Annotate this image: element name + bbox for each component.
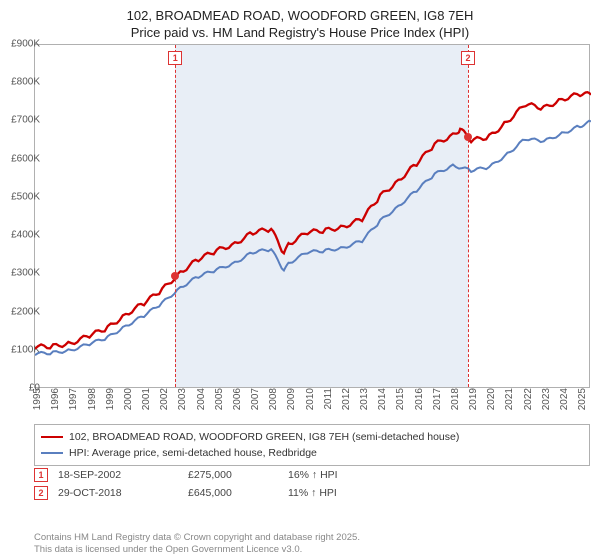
xtick-label: 2011 [323, 388, 334, 418]
xtick-label: 2025 [577, 388, 588, 418]
sale-row-2: 2 29-OCT-2018 £645,000 11% ↑ HPI [34, 484, 590, 502]
xtick-label: 1998 [87, 388, 98, 418]
xtick-label: 2003 [177, 388, 188, 418]
sale-marker-1: 1 [34, 468, 48, 482]
xtick-label: 2004 [196, 388, 207, 418]
xtick-label: 2007 [250, 388, 261, 418]
sale-dot-2 [464, 133, 472, 141]
sale-vline-2 [468, 45, 469, 387]
xtick-label: 2001 [141, 388, 152, 418]
legend-label-hpi: HPI: Average price, semi-detached house,… [69, 447, 317, 459]
xtick-label: 1996 [50, 388, 61, 418]
xtick-label: 2006 [232, 388, 243, 418]
xtick-label: 2018 [450, 388, 461, 418]
legend-swatch-price [41, 436, 63, 438]
xtick-label: 2023 [541, 388, 552, 418]
xtick-label: 1999 [105, 388, 116, 418]
xtick-label: 2000 [123, 388, 134, 418]
sale-date-1: 18-SEP-2002 [58, 469, 178, 481]
title-block: 102, BROADMEAD ROAD, WOODFORD GREEN, IG8… [6, 8, 594, 42]
xtick-label: 2017 [432, 388, 443, 418]
xtick-label: 2008 [268, 388, 279, 418]
sale-price-2: £645,000 [188, 487, 278, 499]
sale-marker-box-2: 2 [461, 51, 475, 65]
xtick-label: 2005 [214, 388, 225, 418]
sales-table: 1 18-SEP-2002 £275,000 16% ↑ HPI 2 29-OC… [34, 466, 590, 502]
series-price [35, 92, 591, 349]
xtick-label: 2012 [341, 388, 352, 418]
sale-date-2: 29-OCT-2018 [58, 487, 178, 499]
xtick-label: 2002 [159, 388, 170, 418]
sale-row-1: 1 18-SEP-2002 £275,000 16% ↑ HPI [34, 466, 590, 484]
xtick-label: 1997 [68, 388, 79, 418]
sale-marker-box-1: 1 [168, 51, 182, 65]
sale-delta-1: 16% ↑ HPI [288, 469, 398, 481]
sale-vline-1 [175, 45, 176, 387]
xtick-label: 2024 [559, 388, 570, 418]
legend-row-hpi: HPI: Average price, semi-detached house,… [41, 445, 583, 461]
legend-swatch-hpi [41, 452, 63, 454]
xtick-label: 2013 [359, 388, 370, 418]
chart-container: 102, BROADMEAD ROAD, WOODFORD GREEN, IG8… [0, 0, 600, 560]
chart-svg [35, 45, 591, 389]
xtick-label: 2020 [486, 388, 497, 418]
legend: 102, BROADMEAD ROAD, WOODFORD GREEN, IG8… [34, 424, 590, 466]
legend-label-price: 102, BROADMEAD ROAD, WOODFORD GREEN, IG8… [69, 431, 459, 443]
xtick-label: 2019 [468, 388, 479, 418]
xtick-label: 2010 [305, 388, 316, 418]
legend-row-price: 102, BROADMEAD ROAD, WOODFORD GREEN, IG8… [41, 429, 583, 445]
footer: Contains HM Land Registry data © Crown c… [34, 532, 360, 556]
footer-line1: Contains HM Land Registry data © Crown c… [34, 532, 360, 544]
xtick-label: 2009 [286, 388, 297, 418]
xtick-label: 2016 [414, 388, 425, 418]
xtick-label: 2015 [395, 388, 406, 418]
subtitle: Price paid vs. HM Land Registry's House … [6, 25, 594, 42]
xtick-label: 2014 [377, 388, 388, 418]
xtick-label: 2022 [523, 388, 534, 418]
footer-line2: This data is licensed under the Open Gov… [34, 544, 360, 556]
sale-price-1: £275,000 [188, 469, 278, 481]
sale-marker-2: 2 [34, 486, 48, 500]
plot-area: 12 [34, 44, 590, 388]
xtick-label: 2021 [504, 388, 515, 418]
address-title: 102, BROADMEAD ROAD, WOODFORD GREEN, IG8… [6, 8, 594, 25]
xtick-label: 1995 [32, 388, 43, 418]
sale-delta-2: 11% ↑ HPI [288, 487, 398, 499]
